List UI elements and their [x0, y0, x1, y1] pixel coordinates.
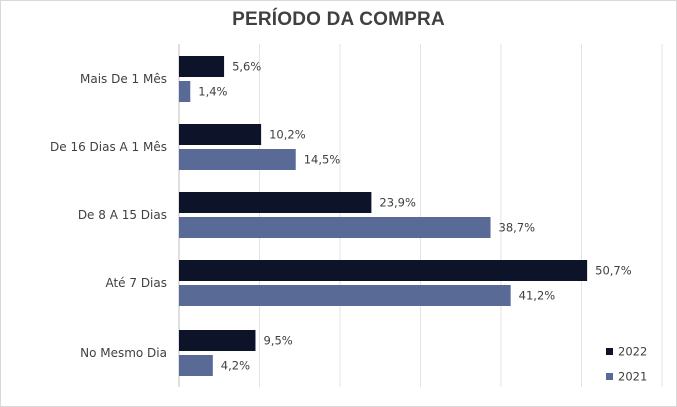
data-label: 23,9%: [379, 196, 416, 210]
chart-title: PERÍODO DA COMPRA: [232, 9, 445, 30]
bar-2022: [179, 56, 225, 77]
legend-marker-2021: [606, 373, 613, 380]
bar-2021: [179, 149, 296, 170]
data-label: 5,6%: [232, 60, 261, 74]
data-label: 41,2%: [519, 289, 556, 303]
data-label: 14,5%: [304, 153, 341, 167]
data-label: 10,2%: [269, 128, 306, 142]
bar-2021: [179, 217, 491, 238]
data-label: 38,7%: [499, 221, 536, 235]
bar-2022: [179, 330, 256, 351]
y-tick-label: Mais De 1 Mês: [80, 72, 167, 86]
y-tick-label: Até 7 Dias: [105, 276, 167, 290]
bar-2022: [179, 260, 588, 281]
bar-2021: [179, 355, 213, 376]
y-tick-label: De 8 A 15 Dias: [78, 208, 167, 222]
bar-2021: [179, 81, 191, 102]
legend-label: 2021: [618, 370, 647, 384]
legend-label: 2022: [618, 345, 647, 359]
data-label: 4,2%: [221, 359, 250, 373]
data-label: 50,7%: [595, 264, 632, 278]
y-tick-label: De 16 Dias A 1 Mês: [50, 140, 167, 154]
data-label: 1,4%: [198, 85, 227, 99]
bar-2021: [179, 285, 511, 306]
bar-2022: [179, 192, 372, 213]
legend-marker-2022: [606, 348, 613, 355]
y-tick-label: No Mesmo Dia: [80, 346, 167, 360]
bar-2022: [179, 124, 262, 145]
data-label: 9,5%: [263, 334, 292, 348]
